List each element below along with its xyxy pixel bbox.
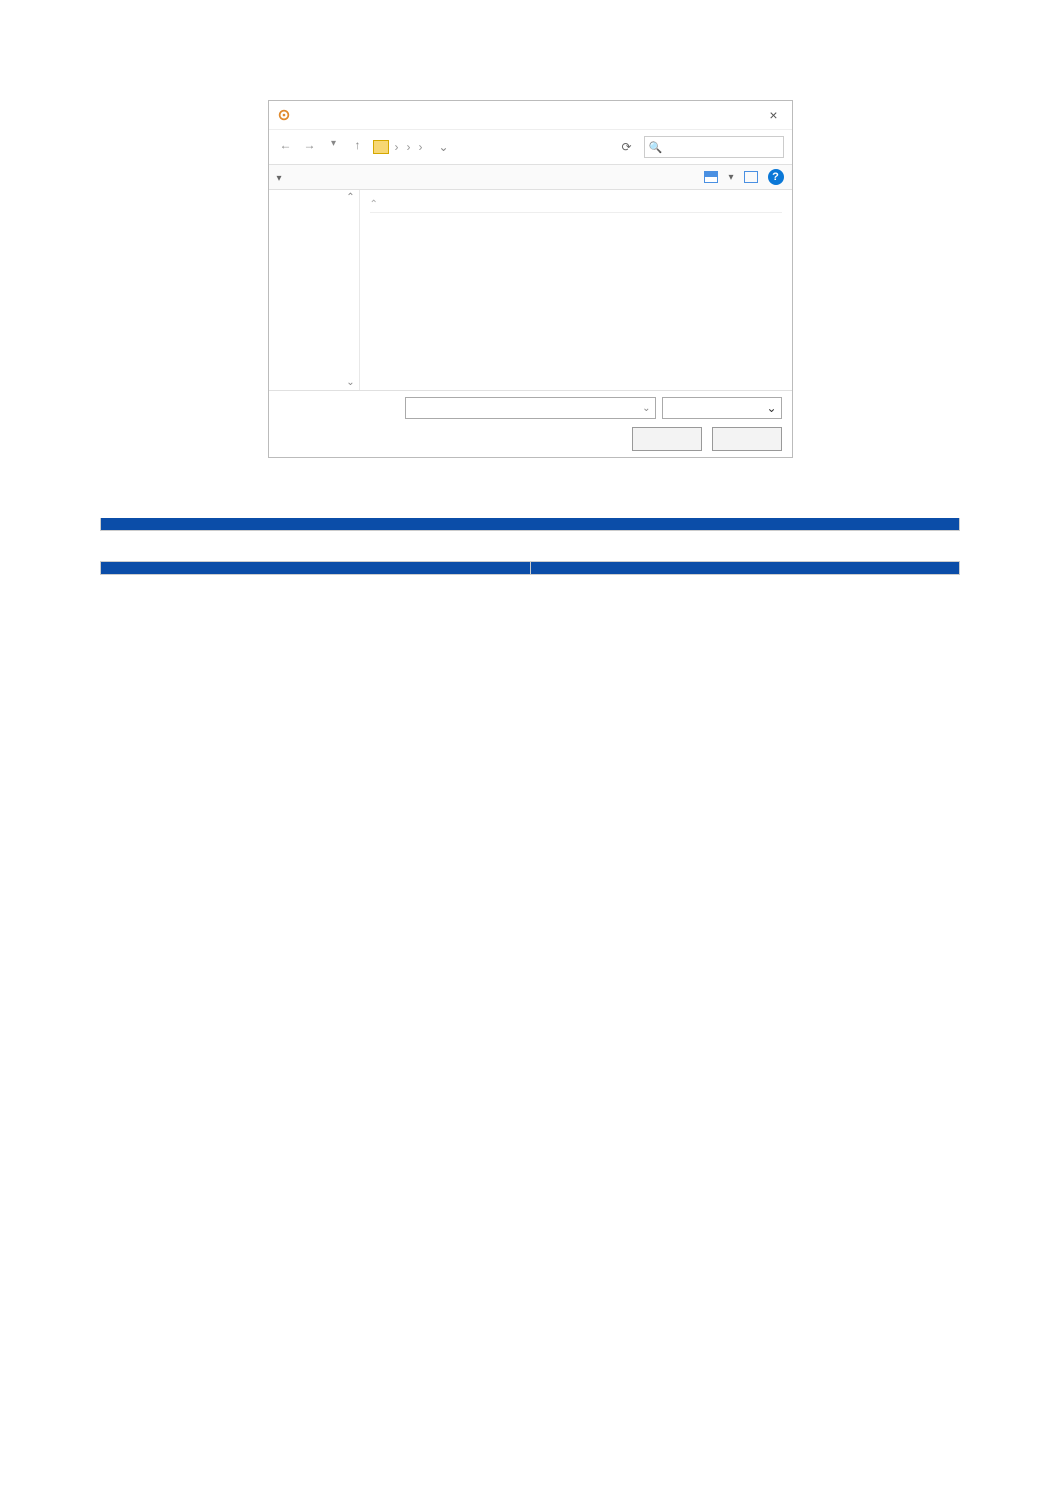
breadcrumb[interactable]: › › › ⌄ <box>395 140 610 154</box>
col-size[interactable] <box>722 196 782 210</box>
search-input[interactable]: 🔍 <box>644 136 784 158</box>
sidebar: ⌃ ⌄ <box>269 190 360 390</box>
view-list-icon[interactable] <box>704 171 718 183</box>
chevron-down-icon[interactable]: ⌄ <box>642 403 650 414</box>
help-icon[interactable]: ? <box>768 169 784 185</box>
organize-menu[interactable] <box>277 170 282 184</box>
chevron-down-icon[interactable]: ⌄ <box>431 140 449 154</box>
file-list <box>360 190 792 390</box>
forward-icon[interactable]: → <box>301 138 319 156</box>
search-icon: 🔍 <box>649 141 667 154</box>
close-icon[interactable]: × <box>764 107 784 123</box>
chevron-down-icon[interactable]: ⌄ <box>766 401 776 415</box>
up-icon[interactable]: ↑ <box>349 138 367 156</box>
file-open-dialog: × ← → ▾ ↑ › › › ⌄ ⟳ 🔍 <box>268 100 793 458</box>
view-preview-icon[interactable] <box>744 171 758 183</box>
refresh-icon[interactable]: ⟳ <box>615 140 637 154</box>
filename-input[interactable]: ⌄ <box>405 397 656 419</box>
back-icon[interactable]: ← <box>277 138 295 156</box>
scroll-down-icon[interactable]: ⌄ <box>345 377 357 388</box>
general-table <box>100 561 960 575</box>
col-modified[interactable] <box>524 196 644 210</box>
folder-icon <box>373 140 389 154</box>
th-model <box>101 518 531 531</box>
col-name[interactable] <box>370 196 520 210</box>
chevron-down-icon[interactable]: ▾ <box>325 138 343 156</box>
nav-bar: ← → ▾ ↑ › › › ⌄ ⟳ 🔍 <box>269 130 792 164</box>
th-char <box>530 562 960 575</box>
col-type[interactable] <box>648 196 718 210</box>
switching-table <box>100 518 960 531</box>
cancel-button[interactable] <box>712 427 782 451</box>
filetype-select[interactable]: ⌄ <box>662 397 782 419</box>
th-desc <box>101 562 531 575</box>
chevron-down-icon[interactable]: ▾ <box>728 172 733 183</box>
open-button[interactable] <box>632 427 702 451</box>
scroll-up-icon[interactable]: ⌃ <box>345 192 357 203</box>
app-icon <box>277 108 291 122</box>
th-time <box>530 518 960 531</box>
